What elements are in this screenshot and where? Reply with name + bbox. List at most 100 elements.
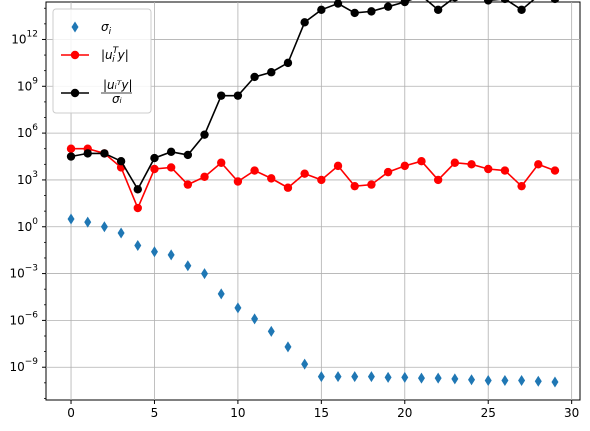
data-point-circle <box>517 5 526 15</box>
x-tick-label: 15 <box>314 406 329 420</box>
y-tick-label: 1012 <box>11 29 38 46</box>
legend-entry: |uT i y| <box>61 46 129 65</box>
data-point-circle <box>166 163 176 172</box>
data-point-circle <box>383 2 393 11</box>
data-point-circle <box>451 0 459 2</box>
data-point-circle <box>250 72 259 82</box>
legend: σi |uT i y| |uᵢᵀy|σᵢ <box>52 8 152 114</box>
data-point-circle <box>200 172 209 182</box>
data-point-circle <box>333 161 343 171</box>
data-point-circle <box>367 180 376 189</box>
data-point-circle <box>383 167 393 177</box>
data-point-diamond <box>234 302 242 314</box>
data-point-circle <box>183 180 193 189</box>
x-tick-label: 5 <box>151 406 159 420</box>
data-point-circle <box>550 166 560 175</box>
data-point-circle <box>333 0 343 8</box>
data-point-diamond <box>534 375 542 387</box>
data-point-circle <box>150 164 159 174</box>
data-point-circle <box>450 158 460 167</box>
data-point-circle <box>400 0 409 7</box>
data-point-circle <box>417 157 426 166</box>
data-point-circle <box>317 175 326 185</box>
y-tick-label: 10−9 <box>9 357 38 374</box>
data-point-diamond <box>484 374 492 386</box>
data-point-circle <box>83 149 92 158</box>
data-point-circle <box>484 164 493 174</box>
data-point-circle <box>233 177 243 186</box>
data-point-circle <box>66 144 76 153</box>
y-tick-label: 10−3 <box>9 264 38 281</box>
data-point-diamond <box>301 358 309 370</box>
data-point-circle <box>150 153 159 163</box>
data-point-diamond <box>401 371 409 383</box>
data-point-circle <box>267 68 276 77</box>
data-point-diamond <box>384 371 392 383</box>
data-point-circle <box>350 181 359 191</box>
data-point-circle <box>233 91 243 100</box>
data-point-circle <box>300 169 309 178</box>
data-point-circle <box>433 175 443 185</box>
data-point-circle <box>250 166 259 175</box>
data-point-diamond <box>351 371 359 383</box>
data-point-diamond <box>84 216 92 228</box>
data-point-diamond <box>334 371 342 383</box>
data-point-diamond <box>468 374 476 386</box>
data-point-diamond <box>434 372 442 384</box>
data-point-circle <box>100 149 109 158</box>
data-point-circle <box>400 161 409 171</box>
data-point-circle <box>267 174 276 183</box>
series-0 <box>67 213 559 388</box>
data-point-diamond <box>267 325 275 337</box>
data-point-circle <box>66 152 76 161</box>
data-point-diamond <box>67 213 75 225</box>
data-point-diamond <box>518 374 526 386</box>
data-point-circle <box>500 166 510 175</box>
data-point-circle <box>317 5 326 15</box>
data-point-diamond <box>201 268 209 280</box>
series-2 <box>66 0 560 194</box>
y-tick-label: 10−6 <box>9 310 38 327</box>
y-tick-label: 103 <box>17 170 38 187</box>
data-point-circle <box>350 8 359 18</box>
data-point-circle <box>484 0 493 5</box>
data-point-diamond <box>100 221 108 233</box>
data-point-circle <box>166 147 176 157</box>
y-tick-label: 109 <box>17 76 38 93</box>
series-layer <box>66 0 560 388</box>
data-point-circle <box>133 185 142 194</box>
data-point-circle <box>217 158 226 167</box>
data-point-circle <box>116 157 126 166</box>
data-point-diamond <box>134 239 142 251</box>
legend-marker-circle <box>70 88 80 98</box>
x-tick-label: 20 <box>397 406 412 420</box>
legend-label: σi <box>101 20 112 37</box>
data-point-circle <box>367 7 376 16</box>
data-point-diamond <box>117 227 125 239</box>
data-point-diamond <box>217 288 225 300</box>
data-point-diamond <box>284 341 292 353</box>
data-point-circle <box>433 5 443 15</box>
data-point-diamond <box>417 372 425 384</box>
series-line <box>70 0 535 191</box>
legend-label: |uT i y| <box>101 46 129 65</box>
data-point-circle <box>283 183 293 192</box>
data-point-circle <box>183 150 193 160</box>
data-point-diamond <box>150 246 158 258</box>
y-tick-label: 106 <box>17 123 38 140</box>
data-point-circle <box>467 160 476 169</box>
data-point-diamond <box>451 373 459 385</box>
x-tick-label: 0 <box>67 406 75 420</box>
legend-marker-circle <box>70 50 80 60</box>
legend-entry: σi <box>71 20 112 37</box>
data-point-diamond <box>317 371 325 383</box>
data-point-circle <box>217 91 226 100</box>
legend-box <box>52 8 152 114</box>
data-point-diamond <box>501 374 509 386</box>
data-point-circle <box>550 0 560 4</box>
x-tick-label: 30 <box>564 406 579 420</box>
data-point-circle <box>500 0 509 4</box>
data-point-circle <box>283 58 293 68</box>
y-tick-label: 100 <box>17 217 38 234</box>
data-point-diamond <box>367 371 375 383</box>
